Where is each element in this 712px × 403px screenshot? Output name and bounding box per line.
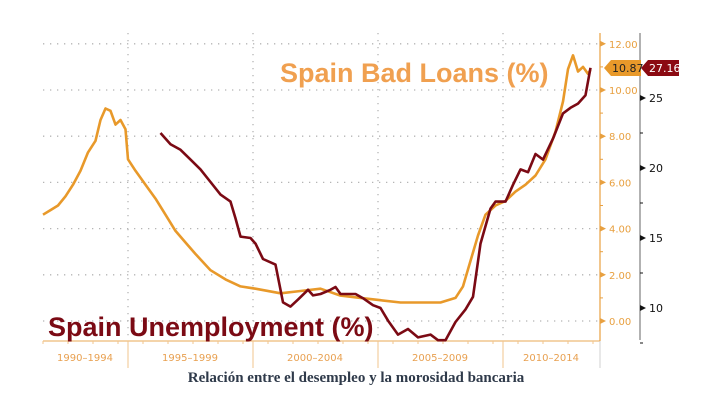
- x-period-label: 2000–2004: [287, 353, 343, 364]
- right-axis-tick-label: 10: [649, 302, 663, 315]
- series-titles: Spain Bad Loans (%) Spain Unemployment (…: [48, 58, 549, 342]
- bad-loans-badge-bg: [604, 60, 641, 76]
- left-axis-tick-label: 0.00: [609, 317, 631, 328]
- series-lines: [42, 53, 592, 342]
- unemployment-badge-bg: [641, 60, 679, 76]
- x-axis: 1990–1994 1995–1999 2000–2004 2005–2009 2010…: [42, 340, 601, 368]
- unemployment-title: Spain Unemployment (%): [48, 312, 374, 342]
- left-axis-tick-label: 4.00: [609, 225, 631, 236]
- x-period-label: 2010–2014: [523, 353, 579, 364]
- left-axis-tick-label: 10.00: [609, 86, 638, 97]
- left-axis-tick-label: 6.00: [609, 178, 631, 189]
- right-axis-unemployment: 10 15 20 25: [639, 33, 663, 344]
- left-axis-tick-label: 2.00: [609, 271, 631, 282]
- left-axis-bad-loans: 0.00 2.00 4.00 6.00 8.00 10.00 12.00: [599, 33, 638, 341]
- last-value-badges: 10.87 27.16: [604, 60, 681, 76]
- bad-loans-line: [42, 53, 592, 304]
- right-axis-tick-label: 15: [649, 232, 663, 245]
- unemployment-last-value: 27.16: [649, 62, 681, 75]
- left-axis-tick-label: 12.00: [609, 40, 638, 51]
- bad-loans-title: Spain Bad Loans (%): [280, 58, 549, 88]
- x-period-label: 1995–1999: [162, 353, 218, 364]
- right-axis-tick-label: 20: [649, 162, 663, 175]
- grid-lines: [43, 33, 600, 341]
- unemployment-line: [159, 67, 592, 342]
- right-axis-tick-label: 25: [649, 92, 663, 105]
- bad-loans-last-value: 10.87: [612, 62, 644, 75]
- x-period-label: 1990–1994: [57, 353, 113, 364]
- x-period-label: 2005–2009: [412, 353, 468, 364]
- chart-caption: Relación entre el desempleo y la morosid…: [187, 370, 525, 386]
- left-axis-tick-label: 8.00: [609, 132, 631, 143]
